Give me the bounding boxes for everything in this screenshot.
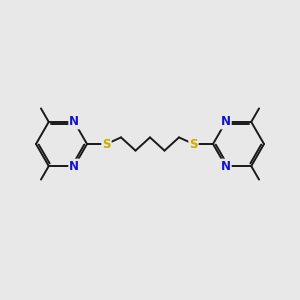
Text: N: N xyxy=(69,116,79,128)
Text: S: S xyxy=(189,137,198,151)
Text: N: N xyxy=(221,160,231,172)
Text: S: S xyxy=(102,137,111,151)
Text: N: N xyxy=(221,116,231,128)
Text: N: N xyxy=(69,160,79,172)
